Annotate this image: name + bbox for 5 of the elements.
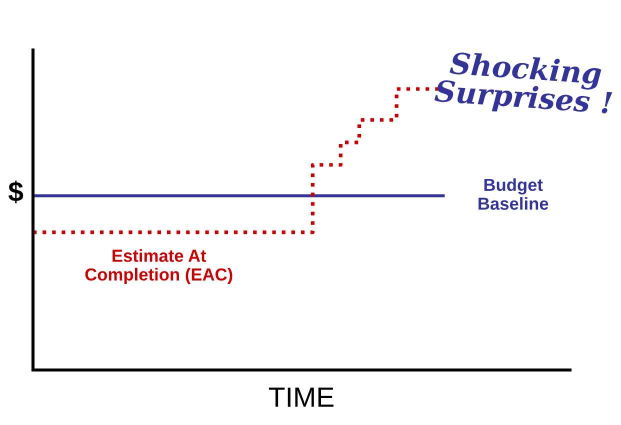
series-label: Estimate At Completion (EAC)	[85, 249, 232, 284]
text: Budget Baseline	[478, 178, 548, 210]
text: Shocking Surprises !	[434, 51, 612, 120]
x-axis-title: TIME	[268, 388, 334, 407]
y-axis-title: $	[8, 180, 24, 204]
